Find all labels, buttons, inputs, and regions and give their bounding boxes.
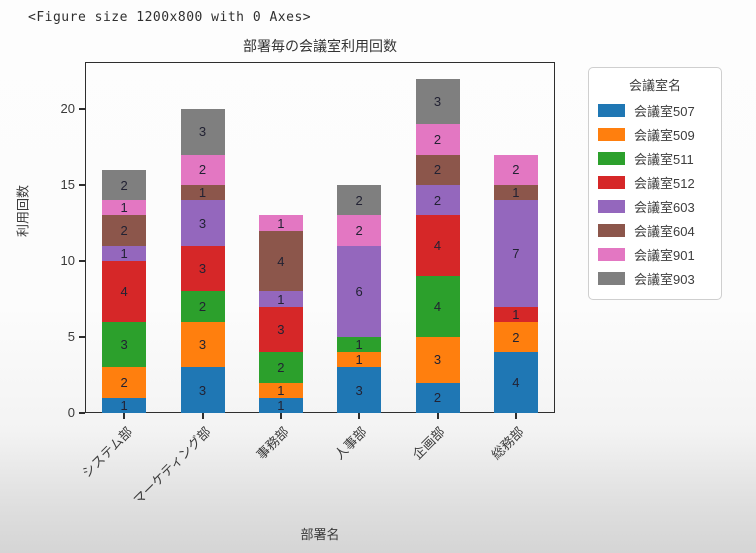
bar-segment-会議室901: 2 bbox=[180, 154, 225, 186]
bar-segment-会議室901: 1 bbox=[258, 215, 303, 231]
plot-area bbox=[85, 62, 555, 413]
legend-entry: 会議室509 bbox=[598, 122, 712, 146]
x-tick-label: マーケティング部 bbox=[129, 424, 214, 508]
y-axis-label: 利用回数 bbox=[15, 184, 31, 237]
bar-segment-会議室511: 4 bbox=[415, 276, 460, 337]
legend-entry: 会議室603 bbox=[598, 194, 712, 218]
bar-segment-会議室512: 4 bbox=[102, 261, 147, 322]
x-tick-mark bbox=[201, 413, 204, 419]
bar-segment-会議室512: 1 bbox=[493, 306, 538, 322]
legend-entry-label: 会議室603 bbox=[634, 199, 695, 215]
bar-segment-会議室507: 3 bbox=[180, 367, 225, 413]
bar-segment-会議室603: 2 bbox=[415, 185, 460, 216]
bar-segment-会議室509: 3 bbox=[180, 321, 225, 368]
bar-segment-会議室604: 1 bbox=[493, 185, 538, 201]
legend-entry-label: 会議室903 bbox=[634, 271, 695, 287]
bar-segment-会議室509: 1 bbox=[337, 352, 382, 368]
y-tick-label: 0 bbox=[67, 405, 75, 420]
legend-entries: 会議室507 会議室509 会議室511 会議室512 会議室603 会議室604 会議室9… bbox=[598, 98, 712, 290]
bar-segment-会議室604: 4 bbox=[258, 230, 303, 292]
legend-color-swatch bbox=[598, 223, 625, 237]
bar-segment-会議室507: 3 bbox=[337, 367, 382, 413]
bar-segment-会議室511: 3 bbox=[102, 321, 147, 368]
legend-color-swatch bbox=[598, 247, 625, 261]
figure-repr-text: <Figure size 1200x800 with 0 Axes> bbox=[28, 10, 312, 25]
bar-segment-会議室604: 2 bbox=[102, 215, 147, 246]
bar-segment-会議室903: 3 bbox=[180, 109, 225, 155]
bar-segment-会議室603: 6 bbox=[337, 245, 382, 337]
x-tick-label: 人事部 bbox=[331, 424, 370, 463]
bar-segment-会議室512: 4 bbox=[415, 215, 460, 277]
bar-segment-会議室507: 1 bbox=[102, 397, 147, 413]
bar-segment-会議室507: 4 bbox=[493, 352, 538, 413]
bar-segment-会議室511: 1 bbox=[337, 337, 382, 353]
bar-segment-会議室903: 3 bbox=[415, 78, 460, 125]
x-tick-mark bbox=[514, 413, 517, 419]
y-tick-label: 15 bbox=[60, 177, 75, 193]
x-tick-label: システム部 bbox=[78, 424, 135, 481]
y-tick-mark bbox=[79, 108, 85, 111]
bar-segment-会議室901: 2 bbox=[415, 124, 460, 155]
bar-segment-会議室901: 2 bbox=[493, 154, 538, 186]
y-tick-label: 5 bbox=[67, 329, 75, 345]
legend-entry-label: 会議室509 bbox=[634, 127, 695, 143]
x-tick-mark bbox=[358, 413, 361, 419]
x-tick-label: 事務部 bbox=[253, 424, 292, 463]
x-tick-label: 総務部 bbox=[488, 424, 527, 463]
legend-box: 会議室名 会議室507 会議室509 会議室511 会議室512 会議室603 会議室60… bbox=[588, 67, 722, 300]
legend-entry-label: 会議室511 bbox=[634, 151, 694, 167]
x-tick-label: 企画部 bbox=[410, 424, 449, 463]
bar-segment-会議室903: 2 bbox=[102, 169, 147, 201]
bar-segment-会議室512: 3 bbox=[258, 306, 303, 353]
bar-segment-会議室507: 1 bbox=[258, 397, 303, 413]
bar-segment-会議室603: 3 bbox=[180, 200, 225, 246]
legend-title: 会議室名 bbox=[628, 78, 681, 93]
legend-color-swatch bbox=[598, 103, 625, 117]
x-axis-title: 部署名 bbox=[300, 527, 340, 542]
x-tick-mark bbox=[436, 413, 439, 419]
legend-entry: 会議室511 bbox=[598, 146, 712, 170]
x-tick-mark bbox=[123, 413, 126, 419]
y-tick-label: 10 bbox=[60, 253, 75, 269]
bar-segment-会議室509: 2 bbox=[493, 321, 538, 353]
y-tick-label: 20 bbox=[60, 101, 75, 117]
legend-color-swatch bbox=[598, 271, 625, 285]
bar-segment-会議室511: 2 bbox=[180, 291, 225, 322]
legend-entry: 会議室507 bbox=[598, 98, 712, 122]
legend-entry-label: 会議室512 bbox=[634, 175, 695, 191]
y-tick-mark bbox=[79, 184, 85, 187]
bar-segment-会議室603: 7 bbox=[493, 200, 538, 307]
bar-segment-会議室903: 2 bbox=[337, 185, 382, 216]
y-tick-mark bbox=[79, 336, 85, 339]
bar-segment-会議室509: 2 bbox=[102, 367, 147, 398]
bar-segment-会議室901: 2 bbox=[337, 215, 382, 246]
legend-entry: 会議室901 bbox=[598, 242, 712, 266]
bar-segment-会議室507: 2 bbox=[415, 382, 460, 413]
legend-color-swatch bbox=[598, 127, 625, 141]
bar-segment-会議室512: 3 bbox=[180, 245, 225, 292]
legend-entry: 会議室903 bbox=[598, 266, 712, 290]
chart-title: 部署毎の会議室利用回数 bbox=[243, 38, 397, 54]
bar-segment-会議室604: 1 bbox=[180, 185, 225, 201]
legend-color-swatch bbox=[598, 175, 625, 189]
legend-color-swatch bbox=[598, 151, 625, 165]
x-tick-mark bbox=[279, 413, 282, 419]
legend-color-swatch bbox=[598, 199, 625, 213]
legend-entry: 会議室512 bbox=[598, 170, 712, 194]
legend-entry: 会議室604 bbox=[598, 218, 712, 242]
bar-segment-会議室901: 1 bbox=[102, 200, 147, 216]
bar-segment-会議室509: 3 bbox=[415, 337, 460, 383]
legend-entry-label: 会議室507 bbox=[634, 103, 695, 119]
y-tick-mark bbox=[79, 260, 85, 263]
y-tick-mark bbox=[79, 412, 85, 414]
bar-segment-会議室604: 2 bbox=[415, 154, 460, 186]
legend-entry-label: 会議室901 bbox=[634, 247, 695, 263]
bar-segment-会議室603: 1 bbox=[258, 291, 303, 307]
bar-segment-会議室603: 1 bbox=[102, 245, 147, 262]
legend-entry-label: 会議室604 bbox=[634, 223, 695, 239]
bar-segment-会議室509: 1 bbox=[258, 382, 303, 398]
bar-segment-会議室511: 2 bbox=[258, 352, 303, 383]
